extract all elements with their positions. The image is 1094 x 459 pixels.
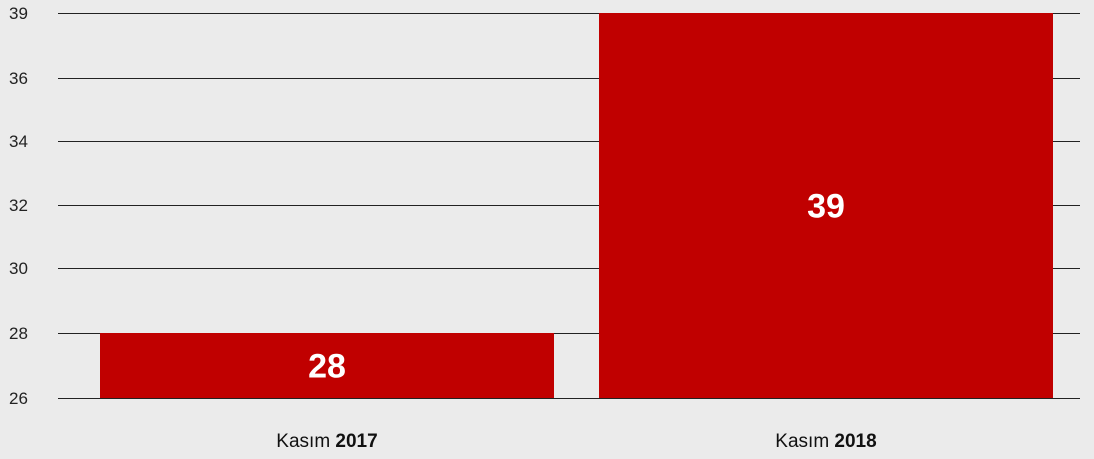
y-axis-ticks: 26 28 30 32 34 36 39 (9, 4, 28, 408)
y-tick-label: 26 (9, 389, 28, 408)
data-labels: 28 39 (308, 188, 845, 386)
y-tick-label: 39 (9, 4, 28, 23)
bars (100, 13, 1053, 398)
bar (599, 13, 1053, 398)
y-tick-label: 32 (9, 196, 28, 215)
x-axis-labels: Kasım 2017 Kasım 2018 (276, 431, 876, 452)
data-label: 39 (807, 188, 845, 226)
x-tick-label: Kasım 2018 (775, 431, 876, 452)
data-label: 28 (308, 348, 346, 386)
y-tick-label: 28 (9, 324, 28, 343)
bar (100, 333, 554, 398)
x-tick-label: Kasım 2017 (276, 431, 377, 452)
y-tick-label: 34 (9, 132, 28, 151)
y-tick-label: 36 (9, 69, 28, 88)
y-tick-label: 30 (9, 259, 28, 278)
